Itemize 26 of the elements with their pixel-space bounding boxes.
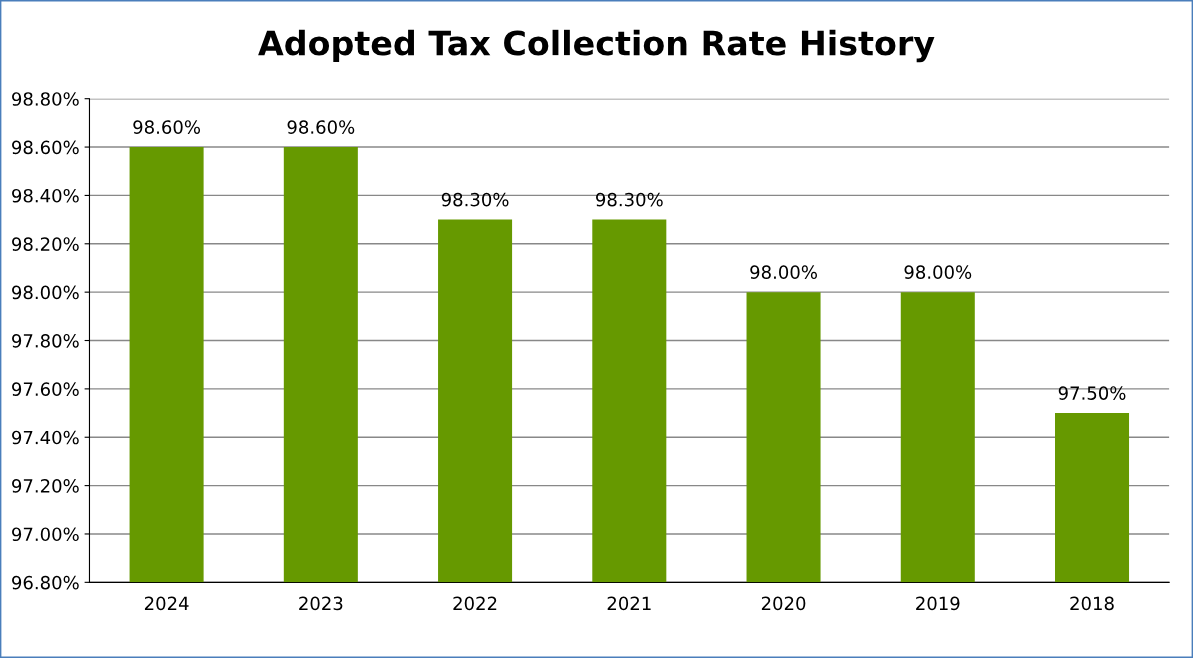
- y-tick-label: 98.80%: [12, 92, 79, 106]
- y-tick-label: 98.20%: [12, 237, 79, 251]
- data-label: 98.30%: [596, 192, 663, 207]
- x-tick-label: 2020: [761, 596, 806, 611]
- data-label: 97.50%: [1058, 386, 1126, 400]
- x-tick-label: 2018: [1070, 596, 1114, 611]
- data-label: 98.00%: [904, 265, 972, 279]
- x-tick-label: 2021: [607, 596, 651, 611]
- x-tick-label: 2022: [453, 596, 497, 611]
- y-tick-label: 98.60%: [12, 140, 79, 155]
- y-tick-label: 97.40%: [12, 430, 79, 445]
- x-tick-label: 2019: [916, 596, 960, 611]
- y-tick-label: 97.80%: [12, 333, 79, 348]
- y-tick-label: 96.80%: [12, 575, 79, 590]
- x-tick-label: 2024: [144, 596, 189, 611]
- y-tick-label: 97.20%: [12, 479, 79, 493]
- data-label: 98.60%: [133, 120, 201, 134]
- y-tick-label: 98.40%: [12, 188, 79, 203]
- y-tick-label: 98.00%: [12, 285, 79, 300]
- chart-title: Adopted Tax Collection Rate History: [258, 29, 935, 63]
- data-label: 98.60%: [287, 120, 355, 134]
- data-label: 98.00%: [750, 265, 817, 279]
- x-tick-label: 2023: [299, 596, 343, 611]
- data-label: 98.30%: [441, 192, 509, 207]
- y-tick-label: 97.60%: [12, 382, 79, 396]
- y-tick-label: 97.00%: [12, 527, 79, 542]
